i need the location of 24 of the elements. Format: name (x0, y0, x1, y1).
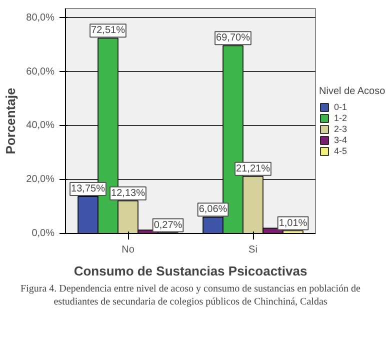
text: Figura 4. Dependencia entre nivel de acoso y consumo de sustancias en población de estudiantes de secundaria de colegios públicos de Chinchiná, Caldas (20, 284, 362, 308)
x-axis-title: Consumo de Sustancias Psicoactivas (74, 264, 308, 278)
x-tick-label: No (122, 244, 135, 256)
x-tick-label: Si (248, 244, 258, 256)
y-tick-label: 40,0% (26, 120, 55, 132)
data-label: 72,51% (91, 25, 126, 36)
legend-title: Nivel de Acoso (319, 86, 386, 96)
y-tick-label: 0,0% (32, 228, 55, 239)
legend-label: 1-2 (334, 112, 348, 122)
legend-label: 4-5 (334, 146, 348, 156)
data-label: 69,70% (216, 32, 250, 44)
legend-label: 2-3 (334, 124, 348, 134)
data-label: 21,21% (236, 163, 270, 174)
data-label: 12,13% (111, 188, 146, 199)
data-label: 0,27% (154, 220, 182, 231)
y-tick-label: 80,0% (26, 12, 55, 24)
y-tick-label: 20,0% (26, 174, 55, 186)
data-label: 6,06% (198, 204, 228, 216)
y-axis-title: Porcentaje (3, 88, 18, 154)
data-label: 1,01% (278, 218, 308, 229)
legend-label: 3-4 (334, 134, 348, 144)
legend-label: 0-1 (334, 102, 348, 112)
data-label: 13,75% (71, 183, 106, 194)
y-tick-label: 60,0% (26, 66, 55, 78)
